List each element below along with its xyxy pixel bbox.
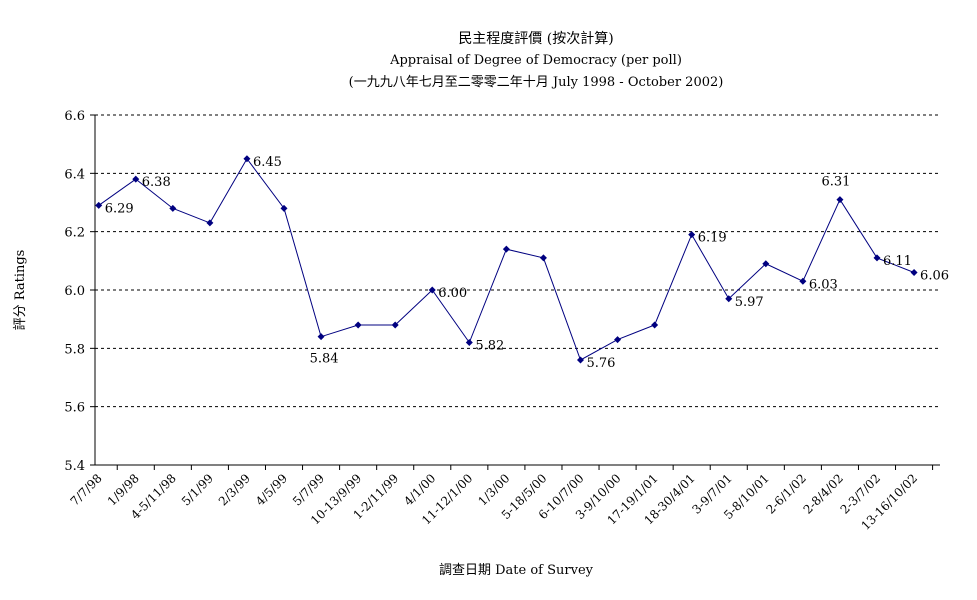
data-point [95, 201, 103, 209]
data-label: 6.38 [142, 175, 171, 190]
data-label: 6.29 [105, 201, 134, 216]
data-label: 5.76 [587, 356, 616, 371]
x-tick-label: 7/7/98 [68, 471, 105, 508]
data-point [614, 336, 622, 344]
data-point [132, 175, 140, 183]
y-tick-label: 5.4 [64, 459, 85, 474]
series-line [95, 155, 918, 364]
data-point [539, 254, 547, 262]
x-tick-label: 2-8/4/02 [801, 471, 846, 516]
x-axis-label: 調查日期 Date of Survey [439, 563, 594, 578]
data-label: 6.06 [920, 269, 949, 284]
data-point [428, 286, 436, 294]
data-point [910, 269, 918, 276]
data-label: 5.84 [310, 352, 339, 367]
y-tick-labels: 6.6 6.4 6.2 6.0 5.8 5.6 5.4 [64, 109, 85, 474]
data-point [502, 245, 510, 253]
data-label: 5.97 [735, 295, 764, 310]
y-tick-label: 5.8 [64, 342, 85, 357]
x-tick-label: 2-6/1/02 [764, 471, 809, 516]
data-labels: 6.29 6.38 6.45 5.84 6.00 5.82 5.76 6.19 5.97 6.03… [105, 155, 949, 371]
y-tick-label: 6.4 [64, 167, 85, 182]
data-label: 6.19 [698, 231, 727, 246]
x-tick-label: 5/1/99 [179, 471, 216, 508]
data-label: 6.00 [438, 286, 467, 301]
data-point [280, 204, 288, 212]
data-label: 6.11 [883, 254, 912, 269]
y-tick-label: 6.6 [64, 109, 85, 124]
x-tick-label: 2/3/99 [216, 471, 253, 508]
data-point [391, 321, 399, 329]
chart-title: 民主程度評價 (按次計算) [458, 30, 613, 47]
data-point [206, 219, 214, 227]
y-tick-label: 6.2 [64, 226, 85, 241]
data-label: 5.82 [475, 339, 504, 354]
data-point [354, 321, 362, 329]
grid-lines [95, 114, 940, 408]
data-label: 6.03 [809, 277, 838, 292]
data-point [465, 339, 473, 346]
x-tick-labels: 7/7/98 1/9/984-5/11/98 5/1/99 2/3/99 4/5/99 5… [68, 471, 921, 533]
data-point [873, 254, 881, 262]
data-point [651, 321, 659, 329]
data-label: 6.45 [253, 155, 282, 170]
data-point [317, 333, 325, 341]
series-line-path [98, 157, 915, 361]
data-point [762, 260, 770, 268]
chart-subtitle: Appraisal of Degree of Democracy (per po… [389, 53, 682, 68]
y-tick-label: 6.0 [64, 284, 85, 299]
chart-subtitle-2: (一九九八年七月至二零零二年十月 July 1998 - October 200… [349, 75, 724, 90]
data-point [836, 196, 844, 204]
y-tick-label: 5.6 [64, 401, 85, 416]
data-point [577, 356, 585, 364]
axes [90, 114, 940, 470]
x-tick-label: 4/5/99 [253, 471, 290, 508]
y-axis-label: 評分 Ratings [13, 250, 28, 331]
data-point [169, 204, 177, 212]
data-point [243, 155, 251, 163]
data-point [725, 295, 733, 303]
data-point [799, 277, 807, 285]
data-label: 6.31 [821, 175, 850, 190]
data-point [688, 231, 696, 239]
